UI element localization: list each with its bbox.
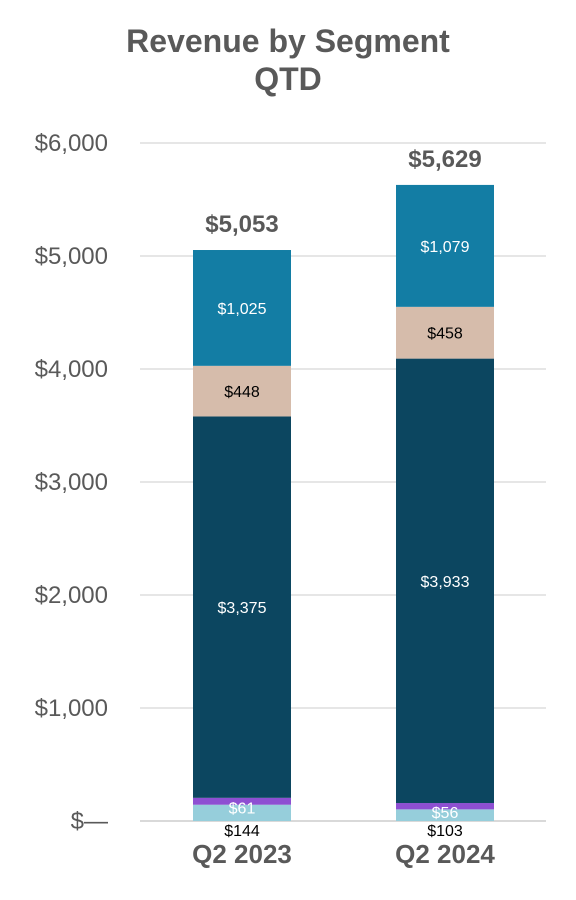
x-category-label: Q2 2023: [192, 839, 292, 869]
bar-segment: [396, 306, 494, 359]
chart-subtitle: QTD: [254, 61, 322, 97]
total-label: $5,053: [205, 211, 278, 238]
y-tick-label: $1,000: [35, 695, 108, 722]
data-label: $144: [224, 823, 260, 840]
bar-segment: [396, 803, 494, 810]
data-label: $1,025: [218, 301, 267, 318]
data-label: $1,079: [421, 239, 470, 256]
y-tick-label: $4,000: [35, 356, 108, 383]
bar-segment: [193, 797, 291, 805]
bar-segment: [193, 416, 291, 798]
bar-segment: [193, 365, 291, 417]
chart-title-block: Revenue by Segment QTD: [0, 22, 576, 98]
y-tick-label: $5,000: [35, 243, 108, 270]
y-tick-label: $6,000: [35, 130, 108, 157]
y-tick-label: $2,000: [35, 582, 108, 609]
data-label: $103: [427, 823, 463, 840]
bar-segment: [396, 358, 494, 804]
data-label: $56: [432, 805, 459, 822]
y-tick-label: $—: [71, 808, 108, 835]
data-label: $448: [224, 384, 260, 401]
bar-segment: [396, 184, 494, 307]
x-category-label: Q2 2024: [395, 839, 495, 869]
data-label: $3,933: [421, 574, 470, 591]
bar-segment: [193, 250, 291, 366]
chart-title: Revenue by Segment: [126, 23, 450, 59]
data-label: $3,375: [218, 600, 267, 617]
y-tick-label: $3,000: [35, 469, 108, 496]
total-label: $5,629: [408, 146, 481, 173]
bar-segment: [193, 804, 291, 821]
data-label: $458: [427, 326, 463, 343]
bar-segment: [396, 809, 494, 821]
data-label: $61: [229, 800, 256, 817]
